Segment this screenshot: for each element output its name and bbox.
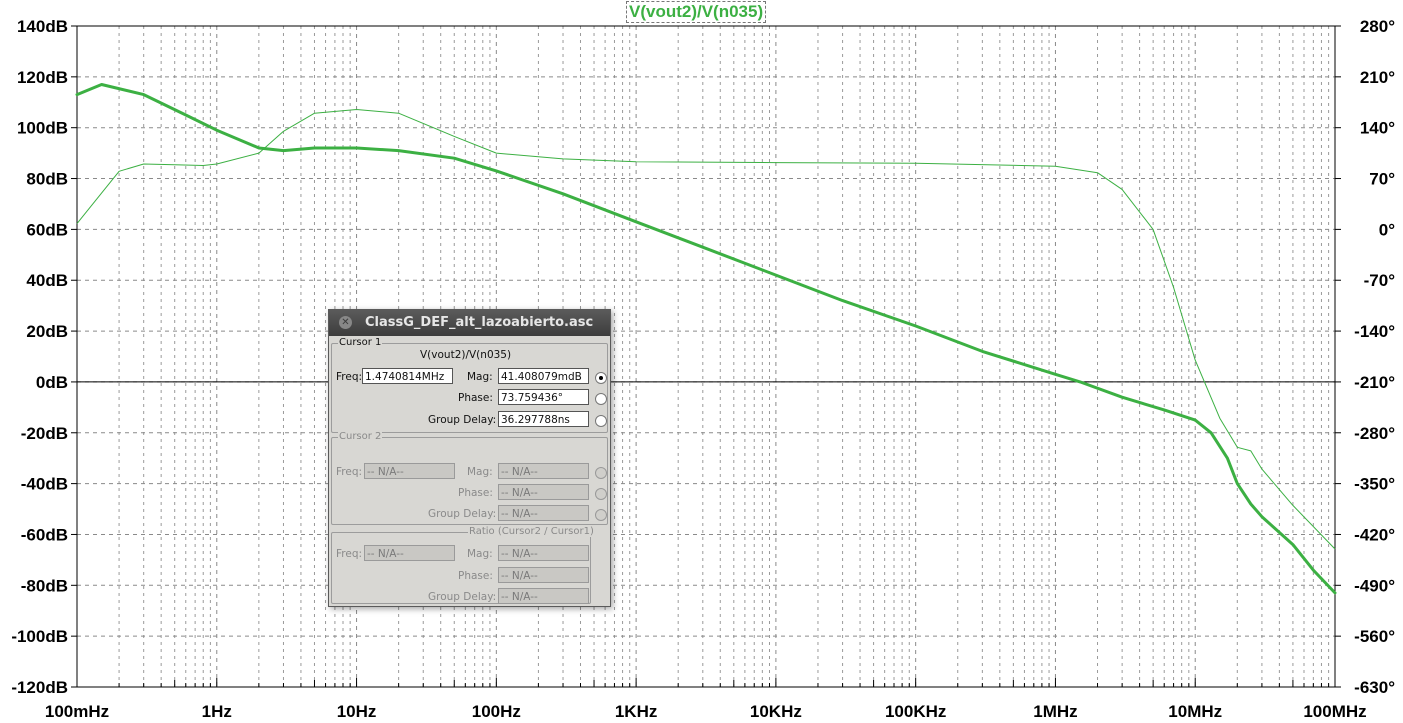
y-left-tick-label: -100dB xyxy=(11,627,68,646)
traces xyxy=(75,83,1337,595)
tick-labels: 100mHz 1Hz 10Hz 100Hz 1KHz 10KHz 100KHz 1MHz 10M… xyxy=(11,17,1395,721)
grid xyxy=(76,26,1336,687)
x-tick-label: 1MHz xyxy=(1033,702,1077,721)
magnitude-trace xyxy=(75,83,1337,595)
y-left-tick-label: 80dB xyxy=(26,170,68,189)
y-left-tick-label: 20dB xyxy=(26,322,68,341)
cursor2-group: Cursor 2 Freq: -- N/A-- Mag: -- N/A-- Ph… xyxy=(331,431,608,525)
ratio-freq-field[interactable]: -- N/A-- xyxy=(364,545,455,561)
cursor2-phase-radio[interactable] xyxy=(595,488,607,500)
cursor1-delay-label: Group Delay: xyxy=(428,414,497,426)
x-tick-label: 10Hz xyxy=(337,702,377,721)
dialog-title: ClassG_DEF_alt_lazoabierto.asc xyxy=(365,315,594,330)
cursor2-phase-label: Phase: xyxy=(458,487,493,499)
y-right-tick-label: -210° xyxy=(1354,373,1395,392)
y-left-tick-label: 0dB xyxy=(36,373,68,392)
ratio-delay-field[interactable]: -- N/A-- xyxy=(498,588,589,604)
ratio-phase-field[interactable]: -- N/A-- xyxy=(498,567,589,583)
y-right-tick-label: -140° xyxy=(1354,322,1395,341)
cursor2-group-label: Cursor 2 xyxy=(338,431,383,442)
y-right-tick-label: 140° xyxy=(1360,119,1395,138)
y-right-tick-label: -630° xyxy=(1354,678,1395,697)
ratio-delay-label: Group Delay: xyxy=(428,591,497,603)
cursor2-delay-field[interactable]: -- N/A-- xyxy=(498,505,589,521)
y-left-tick-label: 120dB xyxy=(17,68,68,87)
plot-frame xyxy=(76,25,1336,688)
y-right-tick-label: -70° xyxy=(1364,271,1396,290)
ratio-phase-label: Phase: xyxy=(458,570,493,582)
cursor1-delay-radio[interactable] xyxy=(595,415,607,427)
x-tick-label: 10KHz xyxy=(750,702,802,721)
x-tick-label: 100mHz xyxy=(45,702,109,721)
y-right-tick-label: -280° xyxy=(1354,424,1395,443)
phase-trace xyxy=(76,109,1336,550)
cursor2-delay-radio[interactable] xyxy=(595,509,607,521)
x-tick-label: 1KHz xyxy=(615,702,658,721)
y-left-tick-label: -20dB xyxy=(21,424,68,443)
dialog-titlebar[interactable]: ✕ ClassG_DEF_alt_lazoabierto.asc xyxy=(329,310,610,336)
y-left-tick-label: 40dB xyxy=(26,271,68,290)
y-left-tick-label: 100dB xyxy=(17,119,68,138)
cursor1-group: Cursor 1 V(vout2)/V(n035) Freq: 1.474081… xyxy=(331,337,608,433)
y-right-tick-label: 280° xyxy=(1360,17,1395,36)
y-right-tick-label: 0° xyxy=(1379,220,1395,239)
cursor-dialog[interactable]: ✕ ClassG_DEF_alt_lazoabierto.asc Cursor … xyxy=(328,309,611,607)
cursor1-freq-label: Freq: xyxy=(336,371,363,383)
y-right-tick-label: -490° xyxy=(1354,576,1395,595)
cursor2-mag-radio[interactable] xyxy=(595,467,607,479)
cursor1-delay-field[interactable]: 36.297788ns xyxy=(498,411,589,427)
x-tick-label: 100KHz xyxy=(885,702,946,721)
cursor2-mag-label: Mag: xyxy=(467,466,493,478)
cursor1-phase-label: Phase: xyxy=(458,392,493,404)
y-left-tick-label: -120dB xyxy=(11,678,68,697)
trace-title[interactable]: V(vout2)/V(n035) xyxy=(626,1,767,23)
cursor1-phase-field[interactable]: 73.759436° xyxy=(498,389,589,405)
y-right-tick-label: 70° xyxy=(1369,170,1395,189)
x-tick-label: 10MHz xyxy=(1168,702,1222,721)
cursor1-trace-name: V(vout2)/V(n035) xyxy=(420,349,512,361)
y-right-tick-label: -350° xyxy=(1354,475,1395,494)
x-tick-label: 1Hz xyxy=(202,702,232,721)
ratio-mag-label: Mag: xyxy=(467,548,493,560)
cursor1-mag-radio[interactable] xyxy=(595,372,607,384)
axes xyxy=(71,25,1341,688)
cursor2-freq-field[interactable]: -- N/A-- xyxy=(364,463,455,479)
y-right-tick-label: -420° xyxy=(1354,525,1395,544)
cursor1-freq-field[interactable]: 1.4740814MHz xyxy=(362,368,453,384)
cursor1-phase-radio[interactable] xyxy=(595,393,607,405)
cursor1-mag-field[interactable]: 41.408079mdB xyxy=(498,368,589,384)
ratio-freq-label: Freq: xyxy=(336,548,363,560)
y-left-tick-label: -60dB xyxy=(21,525,68,544)
y-right-tick-label: 210° xyxy=(1360,68,1395,87)
cursor1-mag-label: Mag: xyxy=(467,371,493,383)
ratio-group: Ratio (Cursor2 / Cursor1) Freq: -- N/A--… xyxy=(331,526,595,604)
x-tick-label: 100MHz xyxy=(1303,702,1366,721)
y-left-tick-label: 60dB xyxy=(26,220,68,239)
cursor2-phase-field[interactable]: -- N/A-- xyxy=(498,484,589,500)
cursor2-delay-label: Group Delay: xyxy=(428,508,497,520)
x-tick-label: 100Hz xyxy=(472,702,521,721)
cursor2-mag-field[interactable]: -- N/A-- xyxy=(498,463,589,479)
cursor2-freq-label: Freq: xyxy=(336,466,363,478)
ratio-group-label: Ratio (Cursor2 / Cursor1) xyxy=(468,526,595,537)
y-left-tick-label: -40dB xyxy=(21,475,68,494)
y-right-tick-label: -560° xyxy=(1354,627,1395,646)
close-icon[interactable]: ✕ xyxy=(339,316,352,329)
y-left-tick-label: -80dB xyxy=(21,576,68,595)
y-left-tick-label: 140dB xyxy=(17,17,68,36)
cursor1-group-label: Cursor 1 xyxy=(338,337,383,348)
ratio-mag-field[interactable]: -- N/A-- xyxy=(498,545,589,561)
